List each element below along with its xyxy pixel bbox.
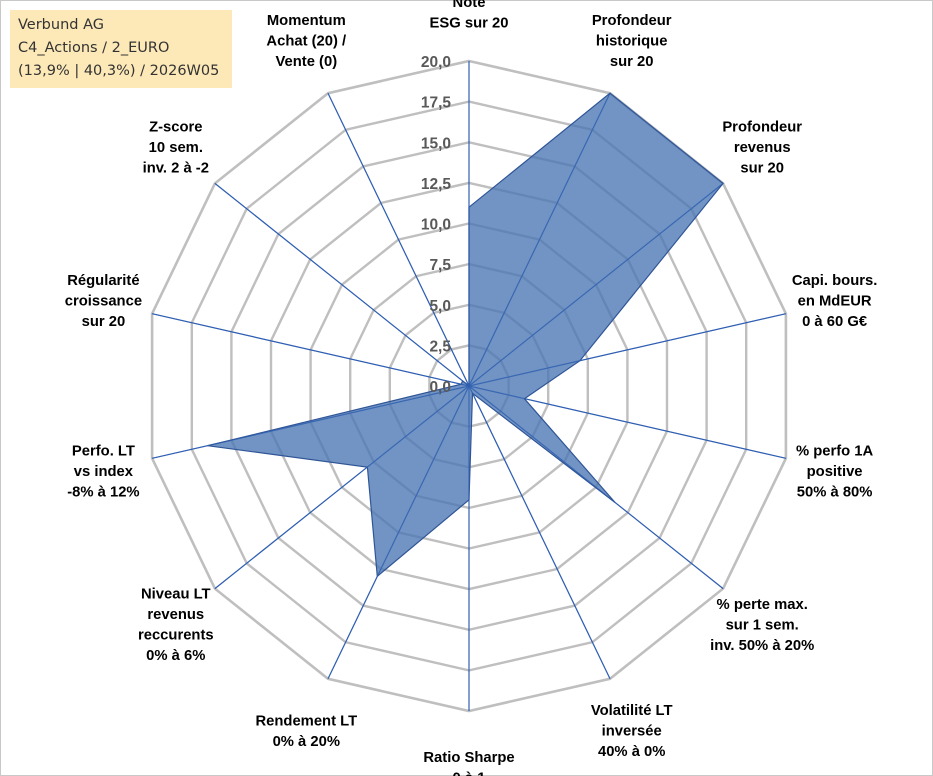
tick-label-6: 15,0 xyxy=(421,135,451,152)
info-period: (13,9% | 40,3%) / 2026W05 xyxy=(18,63,220,79)
axis-label-2-line-2: sur 20 xyxy=(740,160,784,176)
axis-label-8-line-1: 0% à 20% xyxy=(273,734,340,750)
axis-label-13: Momentum Achat (20) / Vente (0) xyxy=(266,13,346,70)
axis-label-1-line-2: sur 20 xyxy=(610,54,654,70)
axis-label-13-line-0: Momentum xyxy=(267,13,346,29)
info-box: Verbund AG C4_Actions / 2_EURO (13,9% | … xyxy=(10,10,232,88)
axis-label-9-line-2: reccurents xyxy=(138,628,214,644)
tick-label-3: 7,5 xyxy=(429,257,451,274)
axis-label-13-line-1: Achat (20) / xyxy=(266,34,346,50)
axis-label-0-line-0: Note xyxy=(453,0,486,11)
tick-label-1: 2,5 xyxy=(429,338,451,355)
axis-label-4: % perfo 1A positive 50% à 80% xyxy=(796,443,874,500)
axis-label-10-line-1: vs index xyxy=(74,464,134,480)
data-series xyxy=(151,61,787,711)
axis-label-5-line-0: % perte max. xyxy=(717,597,808,613)
axis-spoke-overlay-1 xyxy=(468,92,611,387)
info-category: C4_Actions / 2_EURO xyxy=(18,40,170,56)
axis-spoke-overlay-9 xyxy=(214,385,470,589)
axis-label-11: Régularité croissance sur 20 xyxy=(65,273,142,330)
axis-label-12-line-0: Z-score xyxy=(149,119,202,135)
axis-label-9-line-1: revenus xyxy=(147,607,204,623)
axis-label-9-line-3: 0% à 6% xyxy=(146,648,205,664)
axis-label-5-line-1: sur 1 sem. xyxy=(726,617,799,633)
axis-label-3-line-0: Capi. bours. xyxy=(792,273,878,289)
info-company-name: Verbund AG xyxy=(18,17,104,33)
tick-label-0: 0,0 xyxy=(429,379,451,396)
axis-label-7-line-1: 0 à 1 xyxy=(453,770,486,776)
axis-spoke-overlay-4 xyxy=(468,385,787,459)
axis-spoke-overlay-2 xyxy=(468,183,724,387)
axis-label-8: Rendement LT 0% à 20% xyxy=(255,713,357,750)
axis-spoke-overlay-11 xyxy=(151,313,470,387)
axis-label-3-line-1: en MdEUR xyxy=(798,293,872,309)
axis-label-13-line-2: Vente (0) xyxy=(275,54,337,70)
axis-label-12-line-1: 10 sem. xyxy=(149,140,203,156)
axis-label-2-line-1: revenus xyxy=(734,140,791,156)
axis-label-9-line-0: Niveau LT xyxy=(141,587,211,603)
axis-label-5-line-2: inv. 50% à 20% xyxy=(710,638,814,654)
axis-label-0: Note ESG sur 20 xyxy=(430,0,509,31)
axis-spoke-overlay-6 xyxy=(468,385,611,680)
axis-label-1-line-1: historique xyxy=(596,34,668,50)
axis-spoke-overlay-13 xyxy=(327,92,470,387)
axis-label-6-line-0: Volatilité LT xyxy=(591,703,673,719)
axis-spoke-overlay-10 xyxy=(151,385,470,459)
axis-label-11-line-1: croissance xyxy=(65,293,142,309)
tick-label-8: 20,0 xyxy=(421,54,451,71)
axis-label-7: Ratio Sharpe 0 à 1 xyxy=(423,750,514,776)
axis-label-10-line-0: Perfo. LT xyxy=(72,443,135,459)
axis-spoke-overlay-12 xyxy=(214,183,470,387)
tick-label-2: 5,0 xyxy=(429,298,451,315)
axis-label-0-line-1: ESG sur 20 xyxy=(430,15,509,31)
axis-label-11-line-2: sur 20 xyxy=(82,314,126,330)
axis-label-6-line-1: inversée xyxy=(602,724,662,740)
axis-label-4-line-0: % perfo 1A xyxy=(796,443,874,459)
axis-label-10-line-2: -8% à 12% xyxy=(67,484,139,500)
axis-label-3: Capi. bours. en MdEUR 0 à 60 G€ xyxy=(792,273,878,330)
axis-label-4-line-1: positive xyxy=(807,464,863,480)
tick-label-5: 12,5 xyxy=(421,176,452,193)
axis-spoke-overlay-3 xyxy=(468,313,787,387)
axis-label-1-line-0: Profondeur xyxy=(592,13,672,29)
axis-spoke-overlay-5 xyxy=(468,385,724,589)
tick-labels: 0,0 2,5 5,0 7,5 10,0 12,5 15,0 17,5 20,0 xyxy=(421,54,452,396)
tick-label-4: 10,0 xyxy=(421,217,451,234)
axis-labels: Note ESG sur 20 Profondeur historique sur 20… xyxy=(65,0,878,776)
axis-label-6-line-2: 40% à 0% xyxy=(598,744,665,760)
tick-label-7: 17,5 xyxy=(421,95,452,112)
axis-label-8-line-0: Rendement LT xyxy=(255,713,357,729)
axis-label-4-line-2: 50% à 80% xyxy=(797,484,873,500)
axis-label-6: Volatilité LT inversée 40% à 0% xyxy=(591,703,673,760)
axis-label-3-line-2: 0 à 60 G€ xyxy=(802,314,867,330)
axis-label-2-line-0: Profondeur xyxy=(722,119,802,135)
axis-label-12: Z-score 10 sem. inv. 2 à -2 xyxy=(143,119,209,176)
axis-label-9: Niveau LT revenus reccurents 0% à 6% xyxy=(138,587,214,665)
axis-spoke-overlay-8 xyxy=(327,385,470,680)
axis-label-1: Profondeur historique sur 20 xyxy=(592,13,672,70)
axis-label-2: Profondeur revenus sur 20 xyxy=(722,119,802,176)
axis-label-11-line-0: Régularité xyxy=(67,273,139,289)
axis-label-5: % perte max. sur 1 sem. inv. 50% à 20% xyxy=(710,597,814,654)
axis-label-10: Perfo. LT vs index -8% à 12% xyxy=(67,443,139,500)
data-series-area xyxy=(207,92,724,578)
axis-label-7-line-0: Ratio Sharpe xyxy=(423,750,514,766)
axis-label-12-line-2: inv. 2 à -2 xyxy=(143,160,209,176)
